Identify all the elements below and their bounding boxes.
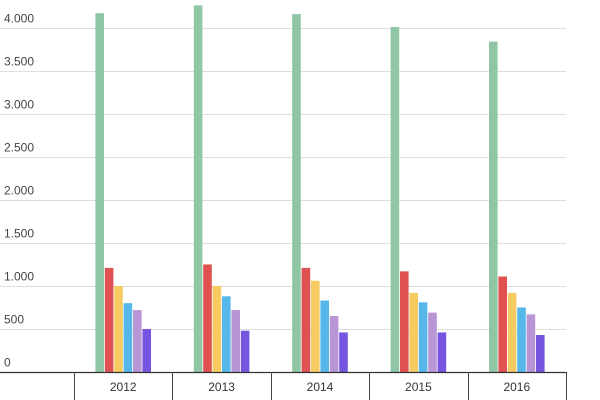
y-tick-label: 1.000 [4,270,34,284]
bar-2016-series-2 [498,276,507,372]
y-tick-label: 3.500 [4,55,34,69]
y-tick-label: 1.500 [4,227,34,241]
bar-2013-series-4 [222,296,231,372]
bar-2016-series-5 [526,314,536,372]
bar-2016-series-4 [517,307,526,372]
bar-2012-series-1 [95,13,104,372]
x-category-label: 2016 [503,380,530,394]
y-tick-label: 0 [4,356,11,370]
bar-2015-series-4 [418,302,428,372]
y-axis-tick-labels: 0 500 1.000 1.500 2.000 2.500 3.000 3.500 4.000 [4,12,34,370]
x-axis [0,371,567,400]
bar-2013-series-6 [240,330,250,372]
bar-2014-series-3 [311,280,320,372]
y-tick-label: 500 [4,313,24,327]
x-axis-category-labels: 2012 2013 2014 2015 2016 [110,380,531,394]
bar-2012-series-6 [142,328,151,372]
bar-2016-series-3 [507,292,517,372]
x-category-label: 2015 [405,380,432,394]
bar-2012-series-2 [104,267,114,372]
bar-2013-series-5 [231,310,240,372]
bar-2015-series-1 [390,26,400,372]
bar-2012-series-5 [133,310,142,372]
bar-2012-series-4 [123,303,133,372]
x-category-label: 2013 [208,380,235,394]
bar-2012-series-3 [114,285,123,372]
bar-2016-series-6 [536,335,545,372]
bar-2014-series-5 [329,316,339,372]
y-tick-label: 2.500 [4,141,34,155]
bar-2013-series-3 [212,285,222,372]
bar-2014-series-4 [320,300,329,372]
bar-2015-series-2 [400,271,409,372]
bar-2013-series-2 [203,264,212,372]
y-tick-label: 4.000 [4,12,34,26]
bar-2016-series-1 [489,41,498,372]
bar-2015-series-5 [428,312,437,372]
bar-2013-series-1 [193,5,203,372]
bars [95,5,545,373]
bar-2014-series-2 [301,267,311,372]
y-tick-label: 3.000 [4,98,34,112]
x-category-label: 2014 [307,380,334,394]
bar-2015-series-6 [437,332,447,372]
bar-2014-series-6 [339,332,348,372]
x-category-label: 2012 [110,380,137,394]
bar-2015-series-3 [409,292,418,372]
y-tick-label: 2.000 [4,184,34,198]
bar-2014-series-1 [292,14,301,373]
y-gridlines [0,28,566,330]
